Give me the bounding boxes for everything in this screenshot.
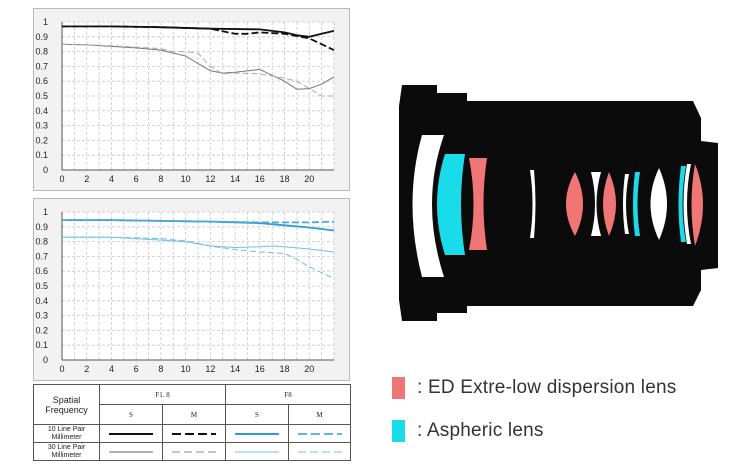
- ed-element-3: [603, 172, 616, 236]
- x-tick-label: 4: [109, 364, 114, 374]
- x-tick-label: 8: [158, 364, 163, 374]
- x-tick-label: 0: [59, 174, 64, 184]
- sample-black-thick-solid: [99, 424, 163, 443]
- ed-element-1: [469, 158, 487, 250]
- y-tick-label: 0.6: [35, 266, 48, 276]
- y-tick-label: 0.1: [35, 340, 48, 350]
- y-tick-label: 0.3: [35, 311, 48, 321]
- lens-element-thin: [623, 174, 629, 234]
- y-tick-label: 0.8: [35, 237, 48, 247]
- aspheric-lens-legend: : Aspheric lens: [392, 419, 544, 443]
- sample-black-thin-dashed: [162, 442, 226, 461]
- x-tick-label: 12: [205, 174, 215, 184]
- sample-black-thick-dashed: [162, 424, 226, 443]
- series-line-thin-dashed: [62, 236, 335, 280]
- series-line-thick-dashed: [62, 219, 335, 224]
- sample-blue-thick-dashed: [288, 424, 351, 443]
- x-tick-label: 10: [181, 364, 191, 374]
- mtf-legend-table: Spatial Frequency F1. 8 F8 S M S M 10 Li…: [33, 384, 351, 461]
- ed-legend-label: : ED Extre-low dispersion lens: [417, 377, 677, 398]
- x-tick-label: 16: [255, 174, 265, 184]
- series-line-thin-solid: [61, 43, 335, 90]
- y-tick-label: 0.7: [35, 251, 48, 261]
- aspheric-element-1: [437, 154, 465, 255]
- series-line-thin-dashed: [61, 43, 334, 97]
- meridional-header: M: [288, 404, 351, 425]
- row-10-lp-label: 10 Line Pair Millimeter: [33, 424, 100, 443]
- series-line-thin-solid: [62, 236, 335, 253]
- row-30-lp-label: 30 Line Pair Millimeter: [33, 442, 100, 461]
- x-tick-label: 14: [230, 174, 240, 184]
- x-tick-label: 20: [304, 174, 314, 184]
- x-tick-label: 6: [134, 364, 139, 374]
- y-tick-label: 0.3: [35, 121, 48, 131]
- x-tick-label: 6: [134, 174, 139, 184]
- x-tick-label: 14: [230, 364, 240, 374]
- lens-barrel: [399, 85, 718, 321]
- lens-element-concave: [591, 172, 601, 236]
- lens-element-small: [530, 170, 536, 238]
- mtf-chart-1-svg: 00.10.20.30.40.50.60.70.80.910 2 4 6 8 10 12 14…: [35, 17, 335, 184]
- x-tick-label: 10: [181, 174, 191, 184]
- y-tick-label: 0.7: [35, 61, 48, 71]
- x-tick-label: 18: [280, 364, 290, 374]
- series-line-thick-dashed: [62, 25, 335, 51]
- sample-blue-thin-dashed: [288, 442, 351, 461]
- sagittal-header: S: [99, 404, 163, 425]
- y-tick-label: 0.4: [35, 106, 48, 116]
- mtf-chart-2-svg: 00.10.20.30.40.50.60.70.80.910 2 4 6 8 10 12 14…: [35, 207, 335, 374]
- meridional-header: M: [162, 404, 226, 425]
- y-tick-label: 0: [43, 165, 48, 175]
- y-tick-label: 0.9: [35, 32, 48, 42]
- aspheric-legend-label: : Aspheric lens: [417, 420, 544, 441]
- x-tick-label: 18: [280, 174, 290, 184]
- mtf-chart-wide-open: 0 0.1 0.2 0.3 0.4 0.5 0.6 0.7 0.8 0.9 1 0 2 4 6 8 10 12 14…: [33, 8, 350, 191]
- y-tick-label: 1: [43, 207, 48, 217]
- spatial-frequency-header: Spatial Frequency: [33, 384, 100, 425]
- ed-element-rear: [691, 164, 703, 246]
- x-tick-label: 20: [304, 364, 314, 374]
- aperture-f18-header: F1. 8: [99, 384, 226, 405]
- aperture-f8-header: F8: [225, 384, 351, 405]
- y-tick-label: 0.5: [35, 281, 48, 291]
- ed-element-2: [566, 172, 583, 236]
- ed-lens-legend: : ED Extre-low dispersion lens: [392, 376, 676, 400]
- y-tick-label: 0.2: [35, 135, 48, 145]
- lens-cross-section-diagram: [399, 85, 718, 321]
- sample-blue-thick-solid: [225, 424, 289, 443]
- y-tick-label: 0.2: [35, 325, 48, 335]
- x-tick-label: 16: [255, 364, 265, 374]
- front-meniscus-element: [412, 135, 444, 277]
- x-tick-label: 0: [59, 364, 64, 374]
- y-tick-label: 0.1: [35, 150, 48, 160]
- aspheric-element-2: [633, 172, 640, 236]
- y-tick-label: 0.8: [35, 47, 48, 57]
- x-tick-label: 4: [109, 174, 114, 184]
- y-tick-label: 0.9: [35, 222, 48, 232]
- y-tick-label: 0.4: [35, 296, 48, 306]
- sample-blue-thin-solid: [225, 442, 289, 461]
- x-tick-label: 2: [84, 174, 89, 184]
- x-tick-label: 12: [205, 364, 215, 374]
- y-tick-label: 0.6: [35, 76, 48, 86]
- y-tick-label: 0: [43, 355, 48, 365]
- aspheric-swatch: [392, 420, 405, 442]
- ed-swatch: [392, 377, 405, 399]
- sample-black-thin-solid: [99, 442, 163, 461]
- x-tick-label: 8: [158, 174, 163, 184]
- sagittal-header: S: [225, 404, 289, 425]
- lens-element-rear: [683, 164, 691, 244]
- x-tick-label: 2: [84, 364, 89, 374]
- y-tick-label: 1: [43, 17, 48, 27]
- aspheric-element-3: [678, 166, 686, 242]
- mtf-chart-stopped-down: 0 0.1 0.2 0.3 0.4 0.5 0.6 0.7 0.8 0.9 1 0 2 4 6 8 10 12 14…: [33, 198, 350, 381]
- y-tick-label: 0.5: [35, 91, 48, 101]
- lens-element-biconvex: [650, 168, 667, 240]
